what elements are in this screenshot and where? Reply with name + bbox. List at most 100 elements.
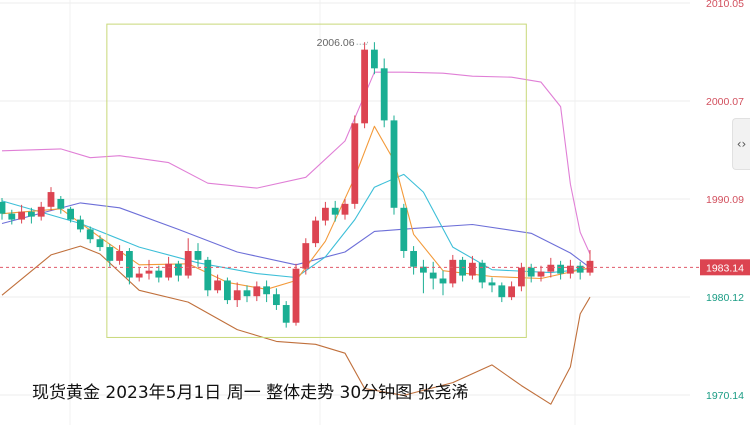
max-price-label: 2006.06: [317, 37, 355, 49]
candle: [371, 42, 378, 75]
candle-body: [410, 251, 417, 267]
candle-body: [96, 239, 104, 248]
candle: [527, 263, 535, 283]
candle: [175, 260, 182, 282]
candle-body: [488, 282, 496, 286]
y-tick-label: 2000.07: [706, 96, 744, 108]
annotations: 2006.06: [0, 37, 700, 268]
candle: [253, 281, 261, 302]
candle: [400, 203, 408, 258]
candle: [116, 245, 123, 265]
candle: [302, 238, 310, 275]
candle: [380, 58, 388, 128]
candle-body: [57, 198, 65, 209]
candle: [341, 198, 349, 220]
candle: [165, 256, 172, 281]
candle: [0, 197, 6, 220]
candle: [233, 282, 241, 307]
y-axis: 2010.05 2000.07 1990.09 1980.12 1970.14 1983.…: [700, 0, 750, 402]
candle-body: [28, 211, 35, 217]
ma-mid-line: [1, 173, 591, 279]
candle: [547, 257, 555, 278]
candle: [106, 244, 114, 267]
chart-caption: 现货黄金 2023年5月1日 周一 整体走势 30分钟图 张尧浠: [32, 383, 469, 403]
candle-body: [586, 260, 594, 273]
candle-body: [380, 68, 388, 121]
candle: [498, 282, 506, 303]
candle-body: [567, 265, 574, 274]
candle-body: [547, 264, 555, 272]
current-price-label: 1983.14: [706, 262, 744, 274]
candle-body: [47, 192, 55, 207]
candle-body: [420, 266, 427, 273]
candle: [459, 256, 466, 282]
candle-body: [155, 270, 163, 278]
candle: [47, 187, 55, 211]
candle: [322, 201, 329, 226]
y-tick-label: 1980.12: [706, 292, 744, 304]
candle: [586, 250, 594, 276]
ma-long-line: [1, 202, 591, 269]
candle: [214, 274, 221, 294]
max-marker-line: [356, 40, 368, 45]
candle: [184, 238, 192, 279]
candle-body: [439, 278, 447, 284]
candle-body: [518, 267, 525, 287]
highlight-box: [106, 23, 527, 338]
candle: [67, 206, 74, 223]
candle-body: [292, 268, 300, 323]
candle-body: [498, 285, 506, 298]
candle-body: [273, 294, 280, 306]
candle-body: [390, 120, 398, 208]
candle-body: [126, 251, 133, 278]
candle-body: [0, 201, 6, 214]
candle: [282, 301, 290, 328]
candle: [8, 209, 16, 225]
candle-body: [537, 271, 545, 277]
candle-body: [361, 49, 368, 124]
candle: [18, 204, 25, 224]
candle-body: [527, 267, 535, 277]
candle: [508, 281, 515, 301]
candle-body: [184, 251, 192, 276]
candle-body: [214, 280, 221, 291]
candle: [57, 196, 65, 214]
candle-body: [371, 49, 378, 69]
candle: [273, 288, 280, 310]
candle-body: [429, 272, 437, 279]
candle-body: [145, 270, 153, 274]
side-panel-toggle[interactable]: ‹›: [732, 118, 750, 170]
candle-body: [508, 286, 515, 298]
candle: [37, 201, 45, 221]
candle-body: [37, 206, 45, 217]
candle-body: [18, 211, 25, 220]
candle: [243, 285, 251, 303]
candle: [518, 262, 525, 292]
candle-body: [106, 247, 114, 261]
candle-body: [243, 290, 251, 297]
candle: [439, 270, 447, 296]
candle: [135, 267, 143, 282]
candle: [469, 255, 476, 280]
candle: [429, 261, 437, 290]
candle: [351, 115, 359, 209]
candle: [312, 216, 319, 248]
y-tick-label: 1970.14: [706, 390, 744, 402]
candle-body: [86, 229, 94, 240]
candle-body: [233, 290, 241, 301]
candle: [410, 246, 417, 275]
candle-body: [194, 251, 202, 260]
candle-body: [116, 251, 123, 261]
candle-body: [302, 243, 310, 269]
candle: [126, 248, 133, 285]
y-tick-label: 2010.05: [706, 0, 744, 10]
candle: [155, 265, 163, 283]
candle-body: [175, 263, 182, 276]
candle-body: [77, 219, 84, 230]
candle: [145, 259, 153, 280]
candle: [557, 260, 564, 280]
candle-body: [322, 207, 329, 221]
candle: [86, 226, 94, 244]
candle: [488, 277, 496, 293]
